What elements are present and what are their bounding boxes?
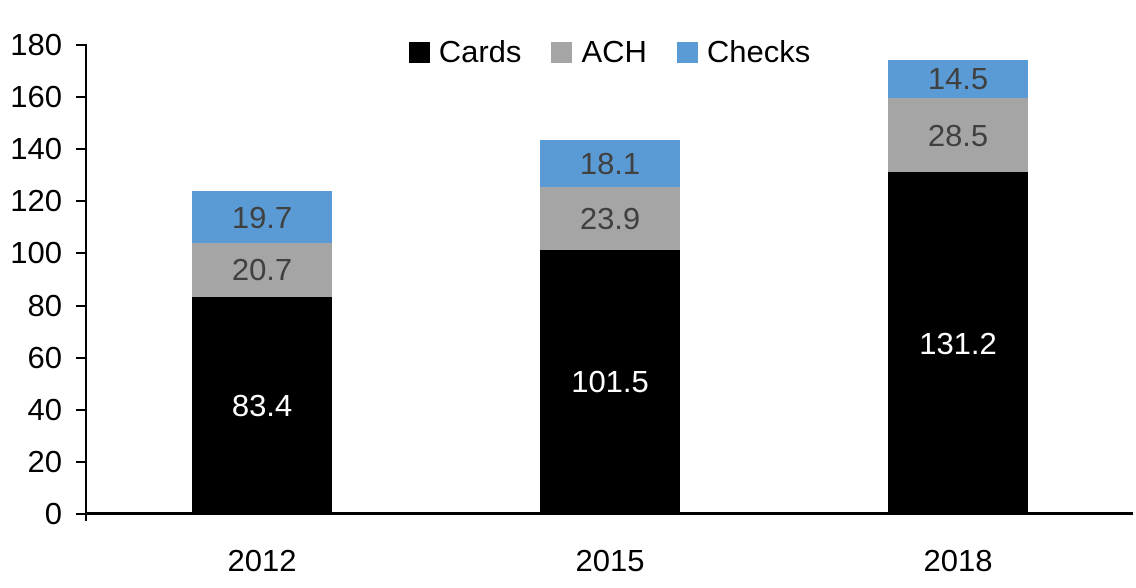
bar-segment-cards-2012: 83.4: [192, 296, 332, 514]
bar-segment-cards-2015: 101.5: [540, 249, 680, 514]
y-axis-tick: [76, 460, 85, 463]
y-axis-tick-label: 80: [27, 287, 62, 323]
x-axis-category-label: 2012: [227, 543, 297, 578]
legend-marker-icon: [408, 41, 430, 63]
y-axis-tick-label: 120: [10, 183, 62, 219]
bar-segment-checks-2018: 14.5: [888, 60, 1028, 98]
y-axis-tick: [76, 356, 85, 359]
y-axis-tick-label: 180: [10, 27, 62, 62]
bar-value-label: 28.5: [927, 117, 989, 153]
y-axis-line: [85, 44, 87, 516]
y-axis-tick-label: 40: [27, 391, 62, 427]
y-axis-tick: [76, 513, 85, 515]
y-axis-tick: [76, 200, 85, 203]
y-axis-tick-label: 100: [10, 235, 62, 271]
bar-segment-checks-2012: 19.7: [192, 191, 332, 243]
legend-label: ACH: [581, 34, 647, 69]
bar-segment-cards-2018: 131.2: [888, 172, 1028, 514]
x-axis-category-label: 2015: [575, 543, 645, 578]
y-axis-tick: [76, 96, 85, 99]
legend: Cards ACH Checks: [86, 34, 1133, 70]
bar-segment-ach-2015: 23.9: [540, 187, 680, 250]
legend-label: Checks: [706, 34, 811, 69]
legend-marker-icon: [551, 41, 573, 63]
x-axis-category-label: 2018: [923, 543, 993, 578]
bar-value-label: 131.2: [919, 325, 997, 361]
bar-value-label: 101.5: [571, 364, 649, 400]
y-axis-tick: [76, 252, 85, 255]
y-axis-tick-label: 0: [44, 496, 62, 531]
y-axis-tick-label: 20: [27, 443, 62, 479]
legend-label: Cards: [438, 34, 522, 69]
legend-marker-icon: [676, 41, 698, 63]
y-axis-tick: [76, 44, 85, 46]
y-axis-tick: [76, 148, 85, 151]
bar-value-label: 14.5: [927, 61, 989, 97]
y-axis-tick-label: 60: [27, 339, 62, 375]
bar-value-label: 20.7: [231, 252, 293, 288]
x-axis-origin-tick: [85, 512, 87, 521]
bar-segment-ach-2018: 28.5: [888, 97, 1028, 173]
bar-value-label: 83.4: [231, 387, 293, 423]
bar-value-label: 23.9: [579, 200, 641, 236]
y-axis-tick-label: 160: [10, 79, 62, 115]
y-axis-tick-label: 140: [10, 131, 62, 167]
bar-value-label: 19.7: [231, 199, 293, 235]
bar-value-label: 18.1: [579, 146, 641, 182]
bar-segment-ach-2012: 20.7: [192, 242, 332, 297]
legend-item-checks: Checks: [676, 34, 811, 69]
y-axis-tick: [76, 304, 85, 307]
bar-segment-checks-2015: 18.1: [540, 140, 680, 188]
legend-item-cards: Cards: [408, 34, 522, 69]
y-axis-tick: [76, 408, 85, 411]
legend-item-ach: ACH: [551, 34, 647, 69]
